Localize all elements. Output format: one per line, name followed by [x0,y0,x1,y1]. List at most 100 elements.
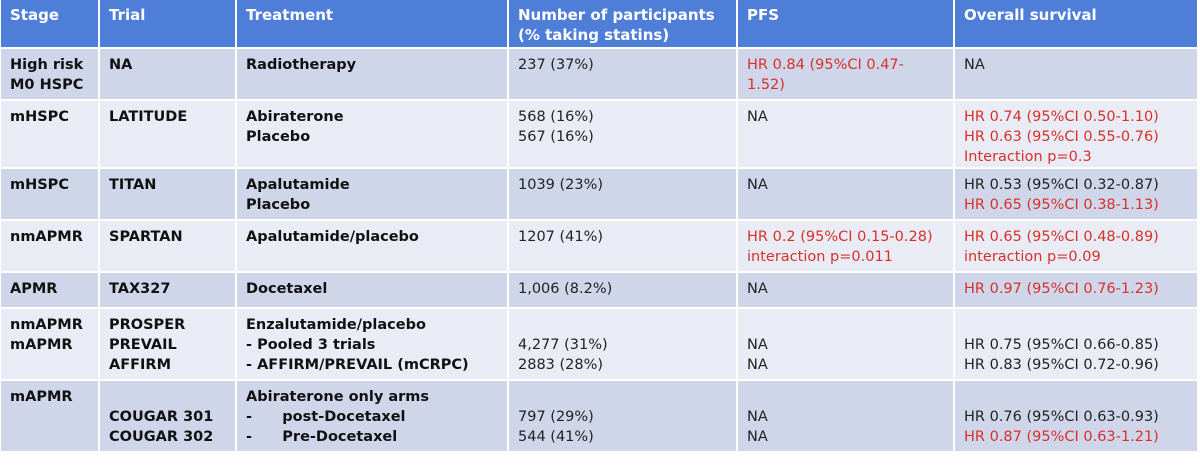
pfs-cell: NA NA [737,307,955,380]
participants-cell-line: 1207 (41%) [518,229,604,245]
overall-survival-cell: HR 0.65 (95%CI 0.48-0.89) interaction p=0… [954,219,1199,272]
stage-cell: mHSPC [1,99,100,168]
treatment-cell: Abiraterone Placebo [236,99,509,168]
header-treatment: Treatment [236,0,509,48]
table-row: mHSPC TITAN Apalutamide Placebo 1039 (23%) NA… [1,167,1199,220]
participants-cell-line: 1039 (23%) [518,177,604,193]
pfs-cell-line: NA [747,409,768,425]
overall-survival-cell-line: HR 0.83 (95%CI 0.72-0.96) [964,357,1159,373]
participants-cell-line: 2883 (28%) [518,357,604,373]
table-row: mAPMR COUGAR 301 COUGAR 302 Abiraterone onl… [1,379,1199,451]
participants-cell: 1,006 (8.2%) [508,271,738,308]
participants-cell: 4,277 (31%) 2883 (28%) [508,307,738,380]
participants-cell-line: 4,277 (31%) [518,337,608,353]
trial-cell-line: LATITUDE [109,109,188,125]
table-row: nmAPMR SPARTAN Apalutamide/placebo 1207 (41… [1,219,1199,272]
treatment-cell-line: Docetaxel [246,281,328,297]
pfs-cell-line: HR 0.2 (95%CI 0.15-0.28) [747,229,933,245]
stage-cell-line: mAPMR [10,389,73,405]
stage-cell-line: mAPMR [10,337,73,353]
overall-survival-cell: HR 0.76 (95%CI 0.63-0.93) HR 0.87 (95%CI … [954,379,1199,451]
stage-cell: nmAPMR mAPMR [1,307,100,380]
participants-cell-line [518,315,728,335]
overall-survival-cell-line: NA [964,57,985,73]
participants-cell: 797 (29%) 544 (41%) [508,379,738,451]
participants-cell-line: 544 (41%) [518,429,594,445]
trial-cell-line: TITAN [109,177,157,193]
pfs-cell: HR 0.2 (95%CI 0.15-0.28) interaction p=0.… [737,219,955,272]
trial-cell: TITAN [99,167,237,220]
header-overall-survival: Overall survival [954,0,1199,48]
pfs-cell-line: HR 0.84 (95%CI 0.47-1.52) [747,57,904,93]
trial-cell: SPARTAN [99,219,237,272]
treatment-cell: Radiotherapy [236,47,509,100]
trial-cell-line: COUGAR 302 [109,429,214,445]
pfs-cell-line: NA [747,177,768,193]
participants-cell-line: 568 (16%) [518,109,594,125]
pfs-cell: HR 0.84 (95%CI 0.47-1.52) [737,47,955,100]
stage-cell: mAPMR [1,379,100,451]
participants-cell: 237 (37%) [508,47,738,100]
participants-cell-line [518,387,728,407]
treatment-cell: Apalutamide Placebo [236,167,509,220]
trial-cell-line: COUGAR 301 [109,409,214,425]
pfs-cell: NA [737,99,955,168]
stage-cell: mHSPC [1,167,100,220]
overall-survival-cell-line: HR 0.53 (95%CI 0.32-0.87) [964,177,1159,193]
overall-survival-cell-line: HR 0.87 (95%CI 0.63-1.21) [964,429,1159,445]
table-row: APMR TAX327 Docetaxel 1,006 (8.2%) NA HR 0.97… [1,271,1199,308]
table-row: High risk M0 HSPC NA Radiotherapy 237 (37%) H… [1,47,1199,100]
overall-survival-cell-line: HR 0.63 (95%CI 0.55-0.76) [964,129,1159,145]
participants-cell-line: 567 (16%) [518,129,594,145]
header-participants-line: (% taking statins) [518,26,670,44]
pfs-cell-line: NA [747,337,768,353]
participants-cell-line: 237 (37%) [518,57,594,73]
treatment-cell: Enzalutamide/placebo - Pooled 3 trials - A… [236,307,509,380]
treatment-cell-line: Abiraterone [246,109,344,125]
table-row: mHSPC LATITUDE Abiraterone Placebo 568 (16%)… [1,99,1199,168]
overall-survival-cell-line: HR 0.65 (95%CI 0.48-0.89) [964,229,1159,245]
overall-survival-cell-line: HR 0.74 (95%CI 0.50-1.10) [964,109,1159,125]
table-row: nmAPMR mAPMR PROSPER PREVAIL AFFIRM Enzalutam… [1,307,1199,380]
overall-survival-cell-line: HR 0.97 (95%CI 0.76-1.23) [964,281,1159,297]
overall-survival-cell-line [964,387,1189,407]
treatment-cell-line: Apalutamide [246,177,350,193]
treatment-cell-line: Apalutamide/placebo [246,229,419,245]
overall-survival-cell: HR 0.53 (95%CI 0.32-0.87) HR 0.65 (95%CI … [954,167,1199,220]
participants-cell-line: 797 (29%) [518,409,594,425]
pfs-cell: NA [737,167,955,220]
header-row: Stage Trial Treatment Number of particip… [1,0,1199,48]
header-participants-line: Number of participants [518,6,715,24]
trial-cell-line: PREVAIL [109,337,177,353]
trial-cell-line: PROSPER [109,317,186,333]
trial-cell-line [109,387,227,407]
treatment-cell: Apalutamide/placebo [236,219,509,272]
pfs-cell-line: NA [747,357,768,373]
treatment-cell-line: Placebo [246,129,311,145]
trial-cell-line: TAX327 [109,281,171,297]
overall-survival-cell: NA [954,47,1199,100]
overall-survival-cell: HR 0.75 (95%CI 0.66-0.85) HR 0.83 (95%CI … [954,307,1199,380]
pfs-cell-line: NA [747,109,768,125]
participants-cell: 1039 (23%) [508,167,738,220]
treatment-cell-line: - AFFIRM/PREVAIL (mCRPC) [246,357,469,373]
treatment-cell-line: - Pre-Docetaxel [246,429,398,445]
header-stage: Stage [1,0,100,48]
trial-cell: COUGAR 301 COUGAR 302 [99,379,237,451]
pfs-cell-line: NA [747,281,768,297]
trial-cell-line: SPARTAN [109,229,183,245]
treatment-cell: Docetaxel [236,271,509,308]
treatment-cell-line: - Pooled 3 trials [246,337,376,353]
pfs-cell-line: interaction p=0.011 [747,249,893,265]
overall-survival-cell: HR 0.74 (95%CI 0.50-1.10) HR 0.63 (95%CI … [954,99,1199,168]
treatment-cell-line: Placebo [246,197,311,213]
treatment-cell-line: Radiotherapy [246,57,357,73]
participants-cell-line: 1,006 (8.2%) [518,281,613,297]
overall-survival-cell-line: interaction p=0.09 [964,249,1101,265]
participants-cell: 1207 (41%) [508,219,738,272]
overall-survival-cell-line: HR 0.65 (95%CI 0.38-1.13) [964,197,1159,213]
statin-trials-table: Stage Trial Treatment Number of particip… [1,0,1199,451]
pfs-cell: NA NA [737,379,955,451]
trial-cell: LATITUDE [99,99,237,168]
